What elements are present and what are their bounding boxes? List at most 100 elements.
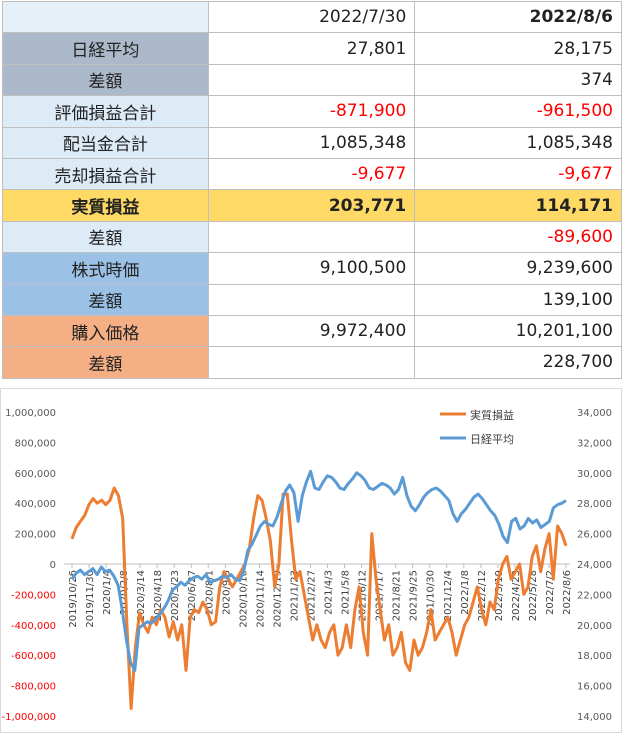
right-tick-label: 14,000 [577, 712, 612, 723]
left-tick-label: -800,000 [11, 682, 56, 693]
row-label: 株式時価 [2, 252, 209, 285]
left-tick-label: -1,000,000 [1, 712, 56, 723]
row-label: 差額 [2, 63, 209, 97]
row-value-2: 374 [414, 63, 622, 97]
x-tick-label: 2022/2/12 [477, 570, 488, 621]
row-label: 差額 [2, 346, 209, 379]
table-row: 差額 228,700 [2, 346, 622, 379]
x-tick-label: 2019/11/30 [85, 570, 96, 628]
row-label: 購入価格 [2, 314, 209, 348]
row-value-2: 114,171 [414, 189, 622, 222]
left-tick-label: 400,000 [15, 499, 56, 510]
row-value-2: 28,175 [414, 32, 622, 65]
x-tick-label: 2020/10/10 [238, 570, 249, 628]
right-tick-label: 30,000 [577, 469, 612, 480]
row-label: 差額 [2, 220, 209, 254]
line-chart: 1,000,000 800,000 600,000 400,000 200,000 0 -2… [0, 388, 622, 733]
right-tick-label: 20,000 [577, 621, 612, 632]
right-axis: 34,000 32,000 30,000 28,000 26,000 24,000 22,0… [577, 408, 612, 723]
left-tick-label: 0 [50, 560, 56, 571]
x-tick-label: 2021/7/17 [375, 570, 386, 621]
x-tick-label: 2022/3/19 [494, 570, 505, 621]
right-tick-label: 32,000 [577, 438, 612, 449]
left-tick-label: 1,000,000 [5, 408, 56, 419]
row-value-1 [207, 283, 416, 316]
x-tick-label: 2022/7/2 [545, 570, 556, 615]
x-tick-label: 2021/6/12 [358, 570, 369, 621]
row-label: 売却損益合計 [2, 157, 209, 191]
x-tick-label: 2021/1/23 [289, 570, 300, 621]
legend-label-2: 日経平均 [470, 433, 514, 446]
x-tick-label: 2020/11/14 [255, 570, 266, 628]
table-row: 配当金合計 1,085,348 1,085,348 [2, 126, 622, 159]
table-row: 売却損益合計 -9,677 -9,677 [2, 157, 622, 191]
right-tick-label: 16,000 [577, 682, 612, 693]
table-row: 購入価格 9,972,400 10,201,100 [2, 314, 622, 348]
x-tick-label: 2020/8/1 [204, 570, 215, 615]
x-tick-label: 2019/10/26 [68, 570, 79, 628]
row-value-1: 203,771 [207, 189, 416, 222]
table-row: 差額 139,100 [2, 283, 622, 316]
table-row: 株式時価 9,100,500 9,239,600 [2, 252, 622, 285]
row-value-2: 139,100 [414, 283, 622, 316]
row-value-1 [207, 220, 416, 254]
x-tick-label: 2020/9/5 [221, 570, 232, 615]
x-tick-label: 2020/12/19 [272, 570, 283, 628]
row-label: 配当金合計 [2, 126, 209, 159]
legend: 実質損益 日経平均 [440, 408, 514, 446]
row-label: 日経平均 [2, 32, 209, 65]
row-value-2: -9,677 [414, 157, 622, 191]
row-value-2: -89,600 [414, 220, 622, 254]
x-tick-label: 2021/10/30 [426, 570, 437, 628]
table-row: 日経平均 27,801 28,175 [2, 32, 622, 65]
summary-table: 2022/7/30 2022/8/6 日経平均 27,801 28,175 差額… [2, 0, 622, 379]
row-value-1 [207, 63, 416, 97]
left-axis: 1,000,000 800,000 600,000 400,000 200,000 0 -2… [1, 408, 56, 723]
x-tick-label: 2021/9/25 [409, 570, 420, 621]
left-tick-label: 800,000 [15, 438, 56, 449]
x-tick-label: 2021/4/3 [324, 570, 335, 615]
row-label: 差額 [2, 283, 209, 316]
series-layer [70, 469, 568, 710]
row-value-2: 10,201,100 [414, 314, 622, 348]
x-tick-label: 2021/12/4 [443, 570, 454, 621]
series-line-2 [70, 469, 567, 672]
x-tick-label: 2020/5/23 [170, 570, 181, 621]
chart-frame [0, 388, 622, 733]
x-tick-label: 2020/6/27 [187, 570, 198, 621]
x-tick-label: 2021/5/8 [341, 570, 352, 615]
row-value-2: -961,500 [414, 95, 622, 128]
x-tick-label: 2022/1/8 [460, 570, 471, 615]
right-tick-label: 28,000 [577, 499, 612, 510]
right-tick-label: 24,000 [577, 560, 612, 571]
row-value-1: 9,972,400 [207, 314, 416, 348]
row-label: 評価損益合計 [2, 95, 209, 128]
right-tick-label: 22,000 [577, 590, 612, 601]
left-tick-label: 600,000 [15, 469, 56, 480]
right-tick-label: 26,000 [577, 530, 612, 541]
left-tick-label: -200,000 [11, 590, 56, 601]
row-value-1: 27,801 [207, 32, 416, 65]
row-value-2: 9,239,600 [414, 252, 622, 285]
legend-label-1: 実質損益 [470, 408, 514, 422]
left-tick-label: 200,000 [15, 530, 56, 541]
left-tick-label: -400,000 [11, 621, 56, 632]
table-header-row: 2022/7/30 2022/8/6 [2, 0, 622, 34]
table-row: 差額 -89,600 [2, 220, 622, 254]
x-tick-label: 2022/5/28 [528, 570, 539, 621]
x-tick-label: 2022/8/6 [562, 570, 573, 615]
row-value-2: 1,085,348 [414, 126, 622, 159]
table-row: 評価損益合計 -871,900 -961,500 [2, 95, 622, 128]
x-tick-label: 2020/1/4 [102, 570, 113, 615]
x-tick-label: 2021/2/27 [306, 570, 317, 621]
row-value-2: 228,700 [414, 346, 622, 379]
header-blank-cell [2, 0, 209, 34]
row-label: 実質損益 [2, 189, 209, 222]
table-row: 実質損益 203,771 114,171 [2, 189, 622, 222]
header-date-1: 2022/7/30 [207, 0, 416, 34]
x-tick-label: 2020/3/14 [136, 570, 147, 621]
row-value-1: 9,100,500 [207, 252, 416, 285]
right-tick-label: 34,000 [577, 408, 612, 419]
left-tick-label: -600,000 [11, 651, 56, 662]
right-tick-label: 18,000 [577, 651, 612, 662]
